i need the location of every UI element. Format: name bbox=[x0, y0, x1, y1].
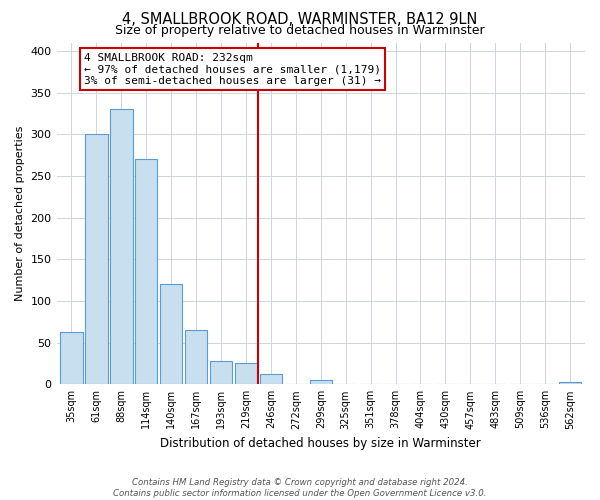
Bar bbox=[559, 382, 581, 384]
X-axis label: Distribution of detached houses by size in Warminster: Distribution of detached houses by size … bbox=[160, 437, 481, 450]
Bar bbox=[260, 374, 282, 384]
Bar bbox=[310, 380, 332, 384]
Bar bbox=[160, 284, 182, 384]
Text: 4, SMALLBROOK ROAD, WARMINSTER, BA12 9LN: 4, SMALLBROOK ROAD, WARMINSTER, BA12 9LN bbox=[122, 12, 478, 28]
Text: Size of property relative to detached houses in Warminster: Size of property relative to detached ho… bbox=[115, 24, 485, 37]
Text: Contains HM Land Registry data © Crown copyright and database right 2024.
Contai: Contains HM Land Registry data © Crown c… bbox=[113, 478, 487, 498]
Bar bbox=[185, 330, 208, 384]
Text: 4 SMALLBROOK ROAD: 232sqm
← 97% of detached houses are smaller (1,179)
3% of sem: 4 SMALLBROOK ROAD: 232sqm ← 97% of detac… bbox=[84, 52, 381, 86]
Bar bbox=[60, 332, 83, 384]
Bar bbox=[135, 159, 157, 384]
Bar bbox=[210, 361, 232, 384]
Bar bbox=[110, 109, 133, 384]
Y-axis label: Number of detached properties: Number of detached properties bbox=[15, 126, 25, 301]
Bar bbox=[85, 134, 107, 384]
Bar bbox=[235, 364, 257, 384]
